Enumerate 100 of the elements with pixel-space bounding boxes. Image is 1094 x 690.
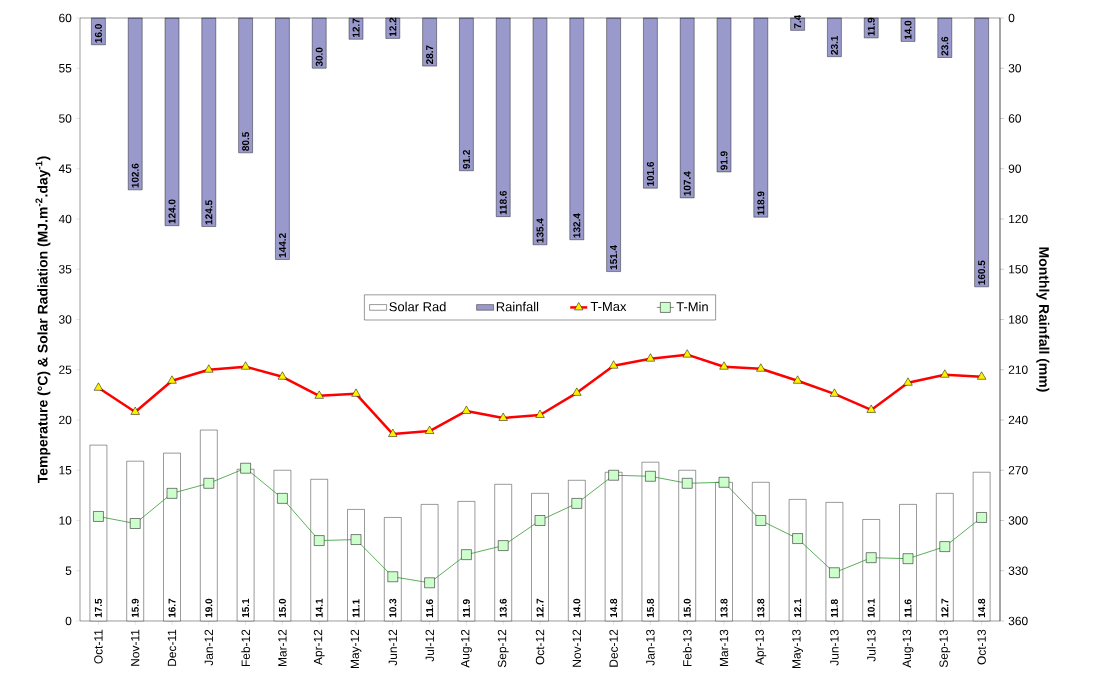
legend-label: Rainfall [496,301,539,312]
y2-tick-label: 360 [1008,616,1028,626]
y-axis-title: Temperature (°C) & Solar Radiation (MJ.m$^{-2}$.day$^{-1}$) [35,156,51,484]
y-tick-label: 30 [58,315,72,324]
legend-label: T-Max [590,302,627,312]
data-label: 16.0 [94,24,102,43]
data-label: 151.4 [610,245,618,270]
y2-tick-label: 270 [1008,466,1028,475]
y2-tick-label: 60 [1008,114,1022,123]
data-label: 12.1 [794,598,802,618]
data-label: 12.2 [389,17,397,37]
y-tick-label: 50 [59,114,72,123]
y2-tick-label: 120 [1009,214,1028,224]
data-label: 14.0 [573,598,581,618]
y-tick-label: 60 [59,13,72,23]
data-label: 13.8 [757,598,765,618]
x-tick-label: Jul-13 [866,629,876,662]
data-label: 12.7 [352,18,360,37]
x-tick-label: Nov-12 [572,629,582,667]
x-tick-label: Feb-13 [682,629,692,667]
x-tick-label: Sep-12 [497,629,509,668]
y2-tick-label: 330 [1008,566,1028,575]
data-label: 80.5 [242,132,250,151]
y-tick-label: 40 [58,214,72,224]
y-tick-label: 25 [59,365,72,374]
y-tick-label: 5 [65,566,72,575]
y2-tick-label: 150 [1009,265,1028,274]
x-tick-label: Dec-12 [609,629,618,667]
data-label: 23.6 [941,36,949,56]
x-tick-label: Jan-13 [646,629,655,666]
data-label: 17.5 [94,598,102,618]
x-tick-label: Oct-13 [977,629,986,665]
x-tick-label: Apr-12 [313,629,325,666]
y-tick-label: 35 [58,265,72,274]
data-label: 15.0 [683,598,691,618]
data-label: 10.3 [389,598,397,618]
data-label: 7.4 [794,14,802,29]
y-tick-label: 15 [59,466,72,475]
data-label: 13.8 [720,598,728,618]
data-label: 15.8 [646,598,654,618]
data-label: 23.1 [830,35,838,55]
data-label: 15.0 [278,598,286,618]
x-tick-label: Apr-13 [755,629,767,666]
x-tick-label: Jun-13 [830,629,839,666]
data-label: 118.9 [757,191,765,215]
x-tick-label: Sep-13 [939,629,951,668]
data-label: 15.1 [242,598,250,618]
data-label: 118.6 [499,190,507,215]
y-tick-label: 20 [59,415,72,425]
data-label: 160.5 [978,260,986,285]
x-tick-label: Oct-12 [535,629,545,665]
data-label: 16.7 [168,598,176,618]
data-label: 19.0 [205,598,213,618]
x-tick-label: Jan-12 [204,629,214,666]
x-tick-label: May-12 [350,629,362,669]
data-label: 135.4 [536,218,544,243]
data-label: 132.4 [573,213,581,238]
legend-label: Solar Rad [389,301,446,312]
data-label: 124.5 [205,200,213,225]
x-tick-label: Nov-11 [131,629,140,666]
data-label: 11.1 [352,599,360,618]
data-label: 144.2 [278,233,286,258]
data-label: 91.9 [720,151,728,170]
y-tick-label: 0 [65,616,72,626]
data-label: 12.7 [536,598,544,618]
data-label: 107.4 [683,171,691,196]
data-label: 124.0 [168,199,176,224]
data-label: 11.6 [904,599,912,618]
data-label: 30.0 [315,47,323,67]
x-tick-label: Jun-12 [388,629,398,666]
y2-tick-label: 180 [1009,315,1028,324]
y2-tick-label: 300 [1008,516,1028,525]
y2-tick-label: 30 [1008,64,1022,73]
x-tick-label: May-13 [792,629,804,669]
x-tick-label: Aug-12 [461,629,472,668]
y2-tick-label: 210 [1008,365,1028,374]
data-label: 11.9 [867,17,875,36]
y2-axis-title: Monthly Rainfall (mm) [1036,247,1050,392]
data-label: 28.7 [426,45,434,65]
y2-tick-label: 0 [1008,13,1015,23]
data-label: 11.9 [462,599,470,618]
data-label: 14.0 [904,20,912,40]
data-label: 91.2 [462,150,470,169]
data-label: 12.7 [941,598,949,618]
data-label: 102.6 [131,163,139,188]
y-tick-label: 55 [59,64,72,73]
x-tick-label: Mar-13 [719,629,729,667]
x-tick-label: Oct-11 [94,629,103,664]
x-tick-label: Aug-13 [902,629,914,668]
data-label: 13.6 [499,598,507,618]
data-label: 11.6 [426,599,434,618]
legend-label: T-Min [676,301,708,312]
y2-tick-label: 240 [1008,415,1028,425]
x-tick-label: Mar-12 [278,629,287,667]
y-tick-label: 10 [59,516,72,525]
x-tick-label: Feb-12 [241,629,250,667]
y-tick-label: 45 [58,164,72,173]
data-label: 14.8 [978,598,986,618]
data-label: 11.8 [830,599,838,618]
data-label: 14.1 [315,598,323,618]
